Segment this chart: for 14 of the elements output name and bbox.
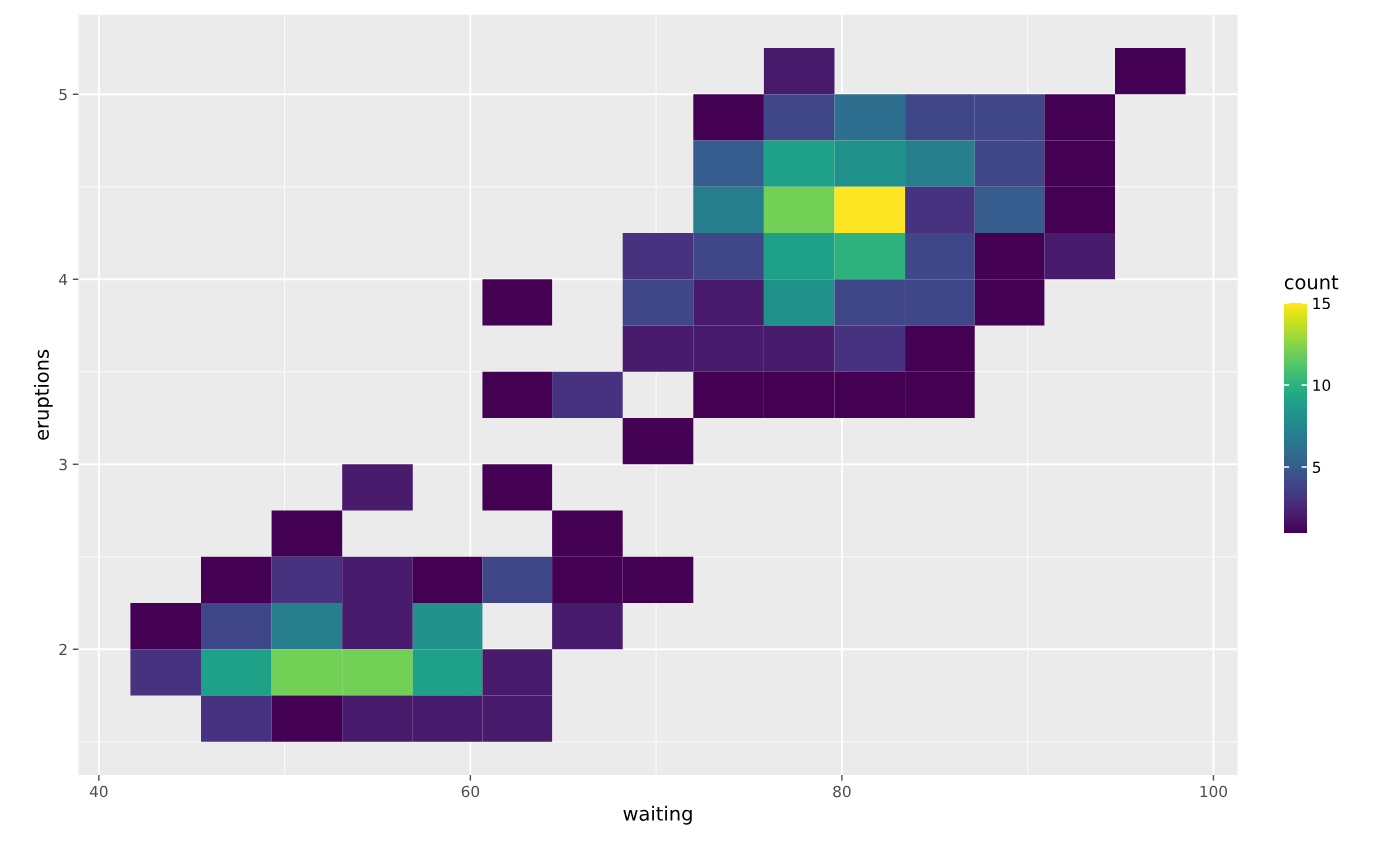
color-bar-label: 5: [1312, 461, 1321, 474]
x-tick-label: 100: [1200, 785, 1228, 798]
x-tick-label: 40: [89, 785, 108, 798]
x-axis-title: waiting: [623, 805, 692, 825]
x-tick-label: 80: [833, 785, 851, 798]
y-tick-label: 4: [59, 273, 68, 286]
y-axis-title: eruptions: [33, 349, 53, 440]
x-tick-label: 60: [461, 785, 480, 798]
color-bar-title: count: [1284, 275, 1339, 290]
color-bar-label: 10: [1313, 379, 1331, 392]
y-tick-label: 2: [59, 643, 67, 656]
color-bar-label: 15: [1313, 297, 1330, 310]
y-tick-label: 3: [59, 458, 67, 471]
y-tick-label: 5: [59, 88, 67, 101]
